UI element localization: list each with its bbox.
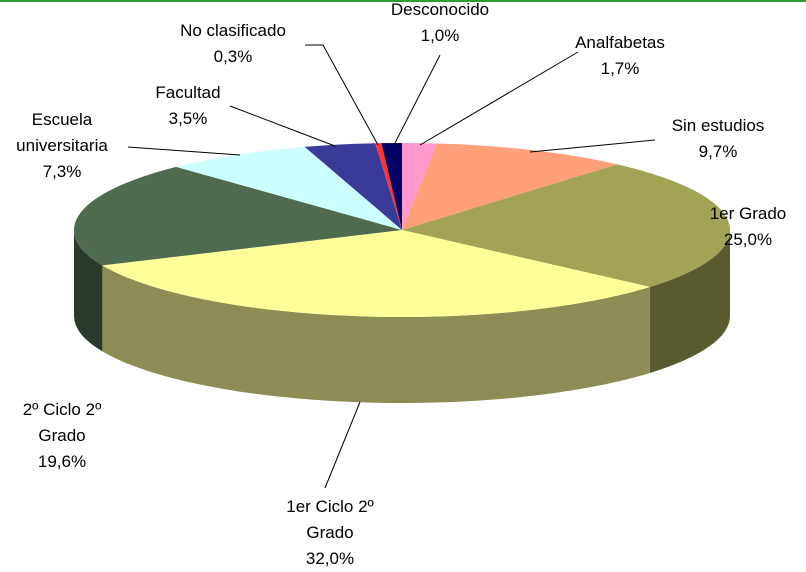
pie-slice xyxy=(74,166,402,266)
data-label: Facultad 3,5% xyxy=(118,80,258,132)
category-label: Desconocido xyxy=(390,0,490,19)
category-label: Escuela universitaria xyxy=(16,110,108,155)
category-label: No clasificado xyxy=(180,21,286,40)
category-label: Facultad xyxy=(155,83,221,102)
pie-slice xyxy=(402,143,618,230)
value-label: 32,0% xyxy=(305,549,355,568)
category-label: Sin estudios xyxy=(671,116,765,135)
data-label: Analfabetas 1,7% xyxy=(540,30,700,82)
leader-line xyxy=(305,44,379,146)
category-label: 1er Grado xyxy=(709,204,787,223)
value-label: 1,0% xyxy=(420,26,460,45)
leader-line xyxy=(229,105,336,147)
leader-line xyxy=(394,54,441,144)
data-label: No clasificado 0,3% xyxy=(153,18,313,70)
leader-line xyxy=(324,401,361,489)
pie-slice xyxy=(381,143,402,230)
data-label: 1er Grado 25,0% xyxy=(683,201,806,253)
category-label: 1er Ciclo 2º Grado xyxy=(286,497,374,542)
data-label: 1er Ciclo 2º Grado 32,0% xyxy=(274,494,386,572)
leader-line xyxy=(419,51,579,146)
pie-slice xyxy=(304,143,402,230)
slice-side xyxy=(74,230,103,352)
leader-line xyxy=(127,146,241,156)
value-label: 9,7% xyxy=(698,142,738,161)
pie-top xyxy=(74,143,730,317)
data-label: Sin estudios 9,7% xyxy=(638,113,798,165)
value-label: 19,6% xyxy=(37,452,87,471)
data-label: Desconocido 1,0% xyxy=(360,0,520,49)
category-label: Analfabetas xyxy=(575,33,665,52)
pie-slice xyxy=(176,146,402,230)
pie-slice xyxy=(402,164,730,287)
pie-sides xyxy=(74,230,730,403)
data-label: 2º Ciclo 2º Grado 19,6% xyxy=(6,397,118,475)
value-label: 0,3% xyxy=(213,47,253,66)
data-label: Escuela universitaria 7,3% xyxy=(6,107,118,185)
slice-side xyxy=(102,265,650,403)
leader-lines xyxy=(127,44,656,489)
top-border xyxy=(0,0,806,2)
leader-line xyxy=(529,139,656,153)
pie-slice xyxy=(102,230,650,317)
value-label: 1,7% xyxy=(600,59,640,78)
slice-side xyxy=(649,230,730,373)
value-label: 7,3% xyxy=(42,162,82,181)
pie-slice xyxy=(402,143,437,230)
pie-slice xyxy=(375,143,402,230)
category-label: 2º Ciclo 2º Grado xyxy=(22,400,102,445)
value-label: 25,0% xyxy=(723,230,773,249)
value-label: 3,5% xyxy=(168,109,208,128)
